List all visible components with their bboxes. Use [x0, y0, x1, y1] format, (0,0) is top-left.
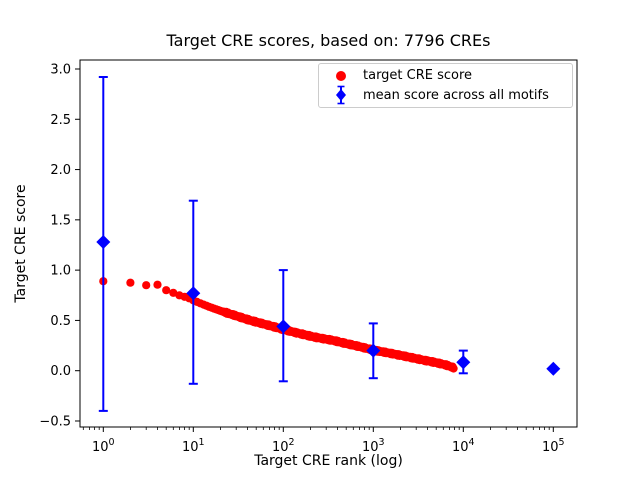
- y-tick-label: −0.5: [39, 415, 71, 430]
- red-scatter-point: [142, 281, 151, 290]
- y-tick-label: 2.0: [50, 163, 71, 178]
- y-tick-label: 1.0: [50, 264, 71, 279]
- mean-diamond-marker: [276, 319, 291, 334]
- mean-diamond-marker: [456, 355, 471, 370]
- red-scatter-point: [153, 280, 162, 289]
- mean-diamond-marker: [96, 235, 111, 249]
- plot-border: [79, 59, 578, 428]
- y-tick-label: 2.5: [50, 113, 71, 128]
- chart-title: Target CRE scores, based on: 7796 CREs: [166, 31, 491, 50]
- legend-label: mean score across all motifs: [363, 87, 549, 103]
- x-axis-label: Target CRE rank (log): [254, 453, 403, 469]
- mean-diamond-marker: [186, 286, 201, 301]
- y-tick-label: 0.0: [50, 364, 71, 379]
- y-tick-label: 1.5: [50, 213, 71, 228]
- red-scatter-point: [162, 286, 171, 295]
- red-dot-marker-icon: [319, 69, 363, 83]
- blue-diamond-errorbar-icon: [319, 85, 363, 105]
- red-scatter-point: [449, 364, 458, 373]
- y-axis-label: Target CRE score: [13, 184, 29, 303]
- legend: target CRE score mean score across all m…: [318, 63, 573, 108]
- mean-diamond-marker: [546, 361, 561, 376]
- y-tick-label: 3.0: [50, 63, 71, 78]
- legend-item-mean-score: mean score across all motifs: [319, 85, 572, 105]
- mean-diamond-marker: [366, 343, 381, 358]
- legend-item-target-cre-score: target CRE score: [319, 66, 572, 85]
- red-scatter-point: [126, 278, 135, 287]
- y-tick-label: 0.5: [50, 314, 71, 329]
- legend-label: target CRE score: [363, 68, 473, 84]
